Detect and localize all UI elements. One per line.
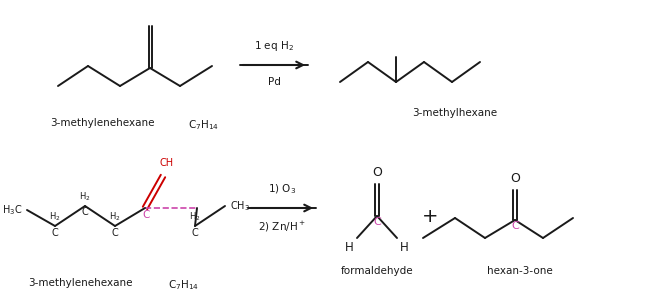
Text: 3-methylenehexane: 3-methylenehexane [28, 278, 133, 288]
Text: H$_2$: H$_2$ [109, 211, 121, 223]
Text: +: + [422, 206, 438, 225]
Text: H: H [345, 241, 354, 254]
Text: formaldehyde: formaldehyde [341, 266, 413, 276]
Text: C: C [192, 228, 198, 238]
Text: C: C [373, 217, 381, 227]
Text: C: C [511, 221, 519, 231]
Text: H$_3$C: H$_3$C [2, 203, 22, 217]
Text: C: C [143, 210, 150, 220]
Text: Pd: Pd [267, 77, 281, 87]
Text: H$_2$: H$_2$ [49, 211, 61, 223]
Text: CH: CH [160, 158, 174, 168]
Text: C$_7$H$_{14}$: C$_7$H$_{14}$ [168, 278, 199, 292]
Text: hexan-3-one: hexan-3-one [487, 266, 553, 276]
Text: O: O [372, 166, 382, 179]
Text: O: O [510, 172, 520, 185]
Text: 1) O$_3$: 1) O$_3$ [268, 182, 296, 196]
Text: 2) Zn/H$^+$: 2) Zn/H$^+$ [258, 220, 306, 234]
Text: H: H [400, 241, 409, 254]
Text: CH$_3$: CH$_3$ [230, 199, 250, 213]
Text: C: C [82, 207, 88, 217]
Text: H$_2$: H$_2$ [79, 190, 91, 203]
Text: 3-methylenehexane: 3-methylenehexane [50, 118, 154, 128]
Text: C: C [112, 228, 118, 238]
Text: C: C [52, 228, 58, 238]
Text: H$_2$: H$_2$ [189, 211, 201, 223]
Text: 3-methylhexane: 3-methylhexane [413, 108, 498, 118]
Text: C$_7$H$_{14}$: C$_7$H$_{14}$ [188, 118, 219, 132]
Text: 1 eq H$_2$: 1 eq H$_2$ [254, 39, 294, 53]
